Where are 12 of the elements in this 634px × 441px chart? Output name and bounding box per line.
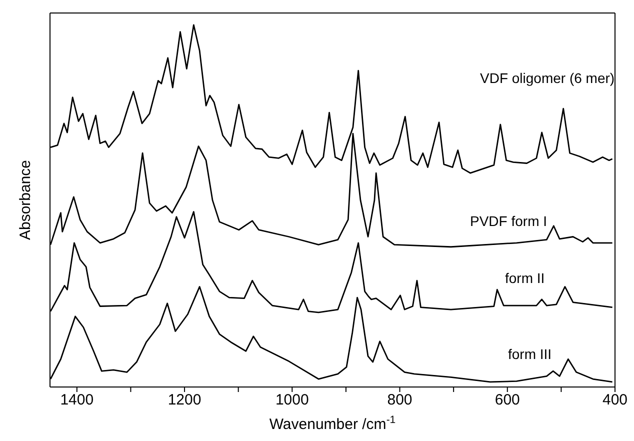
x-tick-label: 1200 — [168, 392, 202, 409]
x-tick-label: 400 — [602, 392, 628, 409]
y-axis-title: Absorbance — [17, 160, 34, 240]
series-label: form II — [505, 270, 545, 286]
x-tick-label: 1000 — [275, 392, 309, 409]
x-tick-label: 800 — [387, 392, 412, 409]
x-tick-label: 1400 — [60, 392, 94, 409]
x-tick-label: 600 — [494, 392, 520, 409]
series-label: form III — [508, 346, 552, 362]
text: VDF oligomer (6 mer) — [480, 70, 615, 86]
x-axis-title: Wavenumber /cm$^{-1}$ — [269, 414, 396, 433]
series-label: PVDF form I — [470, 213, 548, 229]
